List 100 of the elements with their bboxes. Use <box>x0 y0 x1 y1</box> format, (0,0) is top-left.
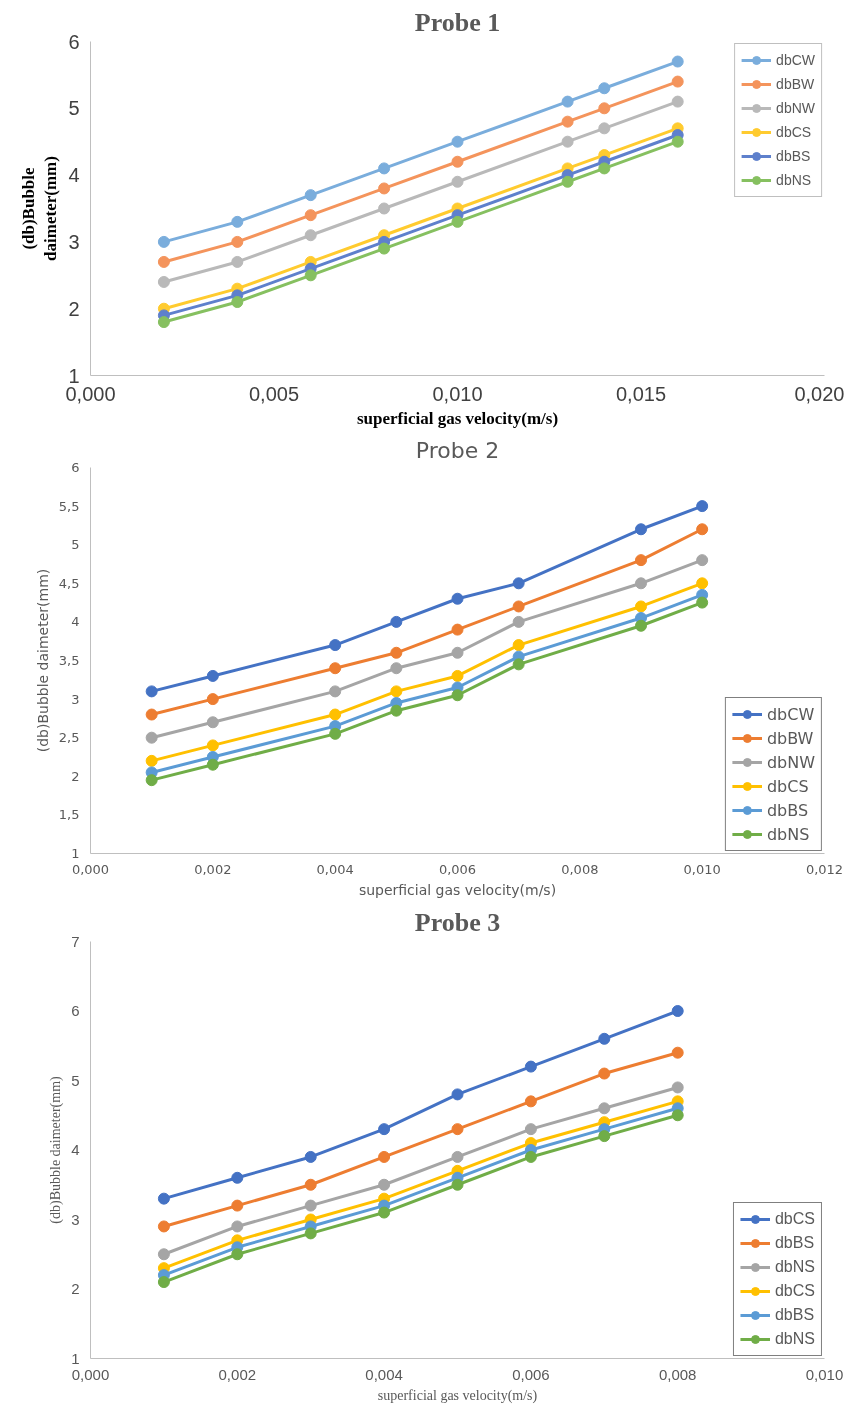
point <box>304 1178 317 1191</box>
y-tick-label: 6 <box>71 1002 80 1019</box>
y-tick-label: 5 <box>71 1071 80 1089</box>
legend-label: dbCS <box>776 124 812 140</box>
y-tick-label: 7 <box>71 932 80 950</box>
point <box>451 155 464 168</box>
point <box>524 1123 537 1136</box>
point <box>304 269 317 282</box>
x-tick-label: 0,002 <box>218 1365 257 1383</box>
x-axis-title: superficial gas velocity(m/s) <box>356 408 559 428</box>
point <box>329 639 342 652</box>
point <box>598 1102 611 1115</box>
point <box>157 255 170 268</box>
y-axis-title: (db)Bubble daimeter(mm) <box>48 1075 65 1224</box>
point <box>451 135 464 148</box>
x-tick-label: 0,000 <box>71 1365 110 1383</box>
x-tick-label: 0,008 <box>561 861 599 877</box>
point <box>231 1171 244 1184</box>
point <box>206 716 219 729</box>
y-tick-label: 2 <box>71 1280 80 1297</box>
x-axis-title: superficial gas velocity(m/s) <box>377 1387 538 1404</box>
x-tick-label: 0,000 <box>71 861 110 877</box>
point <box>378 162 391 175</box>
point <box>512 600 525 613</box>
x-tick-label: 0,006 <box>512 1365 550 1383</box>
y-tick-label: 5 <box>71 537 80 553</box>
x-tick-label: 0,004 <box>365 1365 403 1383</box>
y-tick-label: 2 <box>71 768 80 784</box>
chart-title: Probe 3 <box>414 907 501 937</box>
point <box>635 619 647 632</box>
point <box>206 758 219 771</box>
point <box>378 1150 391 1163</box>
point <box>671 55 684 68</box>
point <box>671 1046 684 1059</box>
point <box>231 1220 244 1233</box>
x-tick-label: 0,010 <box>805 1365 844 1383</box>
x-tick-label: 0,006 <box>438 861 477 877</box>
point <box>598 122 611 135</box>
point <box>671 75 684 88</box>
point <box>206 669 219 682</box>
legend-label: dbBW <box>776 76 815 92</box>
legend-label: dbNW <box>766 752 815 772</box>
point <box>157 275 170 288</box>
point <box>512 658 525 671</box>
point <box>512 639 525 652</box>
point <box>304 209 317 222</box>
y-axis-title: (db)Bubble daimeter(mm) <box>18 156 61 261</box>
y-tick-label: 3 <box>71 691 80 707</box>
point <box>671 1081 684 1094</box>
point <box>451 1150 464 1163</box>
point <box>696 577 709 590</box>
legend-label: dbBS <box>776 148 811 164</box>
y-axis-title: (db)Bubble daimeter(mm) <box>34 568 51 753</box>
y-tick-label: 2 <box>68 297 80 320</box>
point <box>635 577 647 590</box>
point <box>231 235 244 248</box>
legend-label: dbNS <box>774 1330 815 1348</box>
point <box>145 685 158 698</box>
point <box>512 577 525 590</box>
point <box>671 1109 684 1122</box>
y-tick-label: 5,5 <box>58 498 80 514</box>
point <box>378 202 391 215</box>
chart-title: Probe 1 <box>414 7 501 37</box>
point <box>231 215 244 228</box>
point <box>671 135 684 148</box>
point <box>329 727 342 740</box>
point <box>145 774 158 787</box>
point <box>378 242 391 255</box>
point <box>390 685 403 698</box>
legend-label: dbBS <box>774 1234 815 1252</box>
point <box>635 523 647 536</box>
legend-label: dbBS <box>774 1306 815 1324</box>
legend-label: dbCS <box>766 776 809 796</box>
point <box>145 754 158 767</box>
chart-title: Probe 2 <box>415 437 500 463</box>
y-tick-label: 1 <box>71 1349 80 1367</box>
point <box>598 82 611 95</box>
point <box>524 1060 537 1073</box>
x-tick-label: 0,020 <box>794 382 844 405</box>
point <box>598 102 611 115</box>
point <box>598 162 611 175</box>
point <box>157 1276 170 1289</box>
x-tick-label: 0,004 <box>316 861 354 877</box>
legend-label: dbBS <box>766 800 809 820</box>
point <box>512 615 525 628</box>
y-tick-label: 6 <box>71 460 80 475</box>
point <box>451 1088 464 1101</box>
point <box>329 662 342 675</box>
legend-label: dbBW <box>766 728 814 748</box>
y-tick-label: 6 <box>68 30 80 53</box>
legend-label: dbNS <box>774 1258 815 1276</box>
x-tick-label: 0,010 <box>683 861 721 877</box>
legend-label: dbCS <box>774 1210 815 1228</box>
point <box>145 731 158 744</box>
point <box>598 1032 611 1045</box>
point <box>390 704 403 717</box>
point <box>696 596 709 609</box>
y-tick-label: 1 <box>71 846 80 861</box>
legend-label: dbNS <box>776 172 812 188</box>
x-tick-label: 0,010 <box>432 382 483 405</box>
